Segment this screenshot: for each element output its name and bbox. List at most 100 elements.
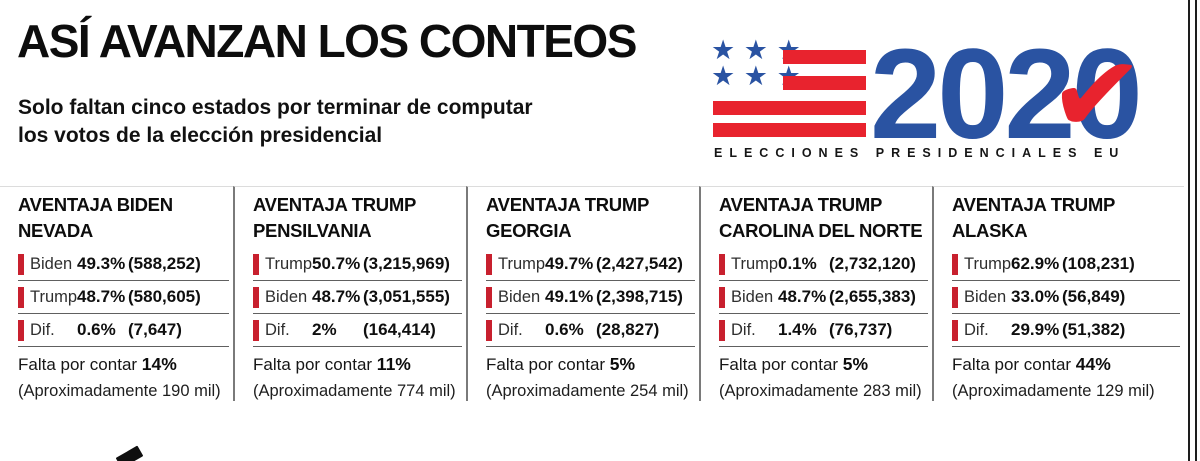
state-panel-title: AVENTAJA BIDEN NEVADA xyxy=(18,192,229,244)
approx-votes: (Aproximadamente 190 mil) xyxy=(18,382,221,400)
red-bar-icon xyxy=(18,319,24,341)
candidate-name: Biden xyxy=(498,287,541,306)
flag-stripe-icon xyxy=(783,76,866,90)
remaining-to-count: Falta por contar 14% xyxy=(18,354,229,375)
checkmark-icon: ✔ xyxy=(1044,26,1148,164)
state-panel-pensilvania: AVENTAJA TRUMP PENSILVANIA Trump 50.7% (… xyxy=(233,186,466,401)
vote-percent: 62.9% xyxy=(1011,254,1060,273)
candidate-name: Biden xyxy=(265,287,308,306)
election-2020-logo: ★ ★ ★ ★ ★ ★ 2020 ✔ ELECCIONES PRESIDENCIA… xyxy=(711,23,1173,172)
red-bar-icon xyxy=(719,319,725,341)
diff-percent: 29.9% xyxy=(1011,320,1060,339)
flag-stripe-icon xyxy=(713,123,866,137)
advantage-label: AVENTAJA TRUMP xyxy=(952,194,1115,215)
advantage-label: AVENTAJA TRUMP xyxy=(719,194,882,215)
diff-row: Dif. 29.9% (51,382) xyxy=(952,315,1180,345)
red-bar-icon xyxy=(253,319,259,341)
diff-count: (51,382) xyxy=(1062,320,1126,339)
result-row: Biden 49.1% (2,398,715) xyxy=(486,282,695,312)
red-bar-icon xyxy=(952,253,958,275)
red-bar-icon xyxy=(253,286,259,308)
approx-votes: (Aproximadamente 254 mil) xyxy=(486,382,689,400)
states-grid: AVENTAJA BIDEN NEVADA Biden 49.3% (588,2… xyxy=(0,186,1190,401)
page-title: ASÍ AVANZAN LOS CONTEOS xyxy=(17,15,637,67)
red-bar-icon xyxy=(486,319,492,341)
remaining-percent: 5% xyxy=(609,354,636,374)
result-row: Biden 33.0% (56,849) xyxy=(952,282,1180,312)
advantage-label: AVENTAJA TRUMP xyxy=(253,194,416,215)
state-name: PENSILVANIA xyxy=(253,220,372,241)
logo-caption: ELECCIONES PRESIDENCIALES EU xyxy=(714,146,1126,160)
row-separator xyxy=(18,346,229,347)
row-separator xyxy=(486,346,695,347)
vote-percent: 0.1% xyxy=(778,254,817,273)
row-separator xyxy=(253,346,462,347)
vote-percent: 48.7% xyxy=(77,287,126,306)
row-separator xyxy=(952,280,1180,281)
result-row: Biden 48.7% (2,655,383) xyxy=(719,282,928,312)
result-row: Trump 48.7% (580,605) xyxy=(18,282,229,312)
diff-count: (7,647) xyxy=(128,320,182,339)
diff-row: Dif. 2% (164,414) xyxy=(253,315,462,345)
vote-count: (2,732,120) xyxy=(829,254,916,273)
advantage-label: AVENTAJA BIDEN xyxy=(18,194,173,215)
vote-percent: 49.1% xyxy=(545,287,594,306)
advantage-label: AVENTAJA TRUMP xyxy=(486,194,649,215)
state-panel-title: AVENTAJA TRUMP PENSILVANIA xyxy=(253,192,462,244)
state-name: NEVADA xyxy=(18,220,93,241)
row-separator xyxy=(719,346,928,347)
row-separator xyxy=(952,346,1180,347)
red-bar-icon xyxy=(486,253,492,275)
state-panel-carolina-del-norte: AVENTAJA TRUMP CAROLINA DEL NORTE Trump … xyxy=(699,186,932,401)
vote-count: (580,605) xyxy=(128,287,201,306)
remaining-label: Falta por contar xyxy=(253,355,373,374)
diff-label: Dif. xyxy=(265,320,290,339)
red-bar-icon xyxy=(18,253,24,275)
row-separator xyxy=(952,313,1180,314)
diff-row: Dif. 0.6% (28,827) xyxy=(486,315,695,345)
red-bar-icon xyxy=(719,253,725,275)
page-edge-rule xyxy=(1195,0,1197,461)
diff-count: (28,827) xyxy=(596,320,660,339)
state-name: GEORGIA xyxy=(486,220,572,241)
candidate-name: Trump xyxy=(30,287,78,306)
candidate-name: Trump xyxy=(964,254,1012,273)
vote-count: (588,252) xyxy=(128,254,201,273)
vote-count: (2,427,542) xyxy=(596,254,683,273)
logo-year: 2020 xyxy=(870,23,1143,166)
approx-votes: (Aproximadamente 283 mil) xyxy=(719,382,922,400)
diff-label: Dif. xyxy=(731,320,756,339)
state-panel-title: AVENTAJA TRUMP CAROLINA DEL NORTE xyxy=(719,192,928,244)
us-flag-icon: ★ ★ ★ ★ ★ ★ xyxy=(711,37,866,137)
diff-label: Dif. xyxy=(498,320,523,339)
result-row: Biden 48.7% (3,051,555) xyxy=(253,282,462,312)
remaining-percent: 5% xyxy=(842,354,869,374)
diff-count: (164,414) xyxy=(363,320,436,339)
diff-percent: 0.6% xyxy=(545,320,584,339)
approx-votes: (Aproximadamente 129 mil) xyxy=(952,382,1155,400)
remaining-percent: 44% xyxy=(1075,354,1111,374)
diff-row: Dif. 1.4% (76,737) xyxy=(719,315,928,345)
candidate-name: Biden xyxy=(964,287,1007,306)
remaining-to-count: Falta por contar 11% xyxy=(253,354,462,375)
diff-percent: 2% xyxy=(312,320,337,339)
vote-percent: 50.7% xyxy=(312,254,361,273)
row-separator xyxy=(253,313,462,314)
candidate-name: Trump xyxy=(498,254,546,273)
result-row: Biden 49.3% (588,252) xyxy=(18,249,229,279)
page-subtitle: Solo faltan cinco estados por terminar d… xyxy=(18,94,533,150)
red-bar-icon xyxy=(719,286,725,308)
vote-percent: 48.7% xyxy=(312,287,361,306)
row-separator xyxy=(719,280,928,281)
remaining-percent: 14% xyxy=(141,354,177,374)
vote-count: (3,051,555) xyxy=(363,287,450,306)
state-name: ALASKA xyxy=(952,220,1028,241)
remaining-to-count: Falta por contar 5% xyxy=(486,354,695,375)
red-bar-icon xyxy=(253,253,259,275)
red-bar-icon xyxy=(952,319,958,341)
vote-percent: 48.7% xyxy=(778,287,827,306)
state-panel-georgia: AVENTAJA TRUMP GEORGIA Trump 49.7% (2,42… xyxy=(466,186,699,401)
diff-count: (76,737) xyxy=(829,320,893,339)
approx-votes: (Aproximadamente 774 mil) xyxy=(253,382,456,400)
flag-stripe-icon xyxy=(713,101,866,115)
